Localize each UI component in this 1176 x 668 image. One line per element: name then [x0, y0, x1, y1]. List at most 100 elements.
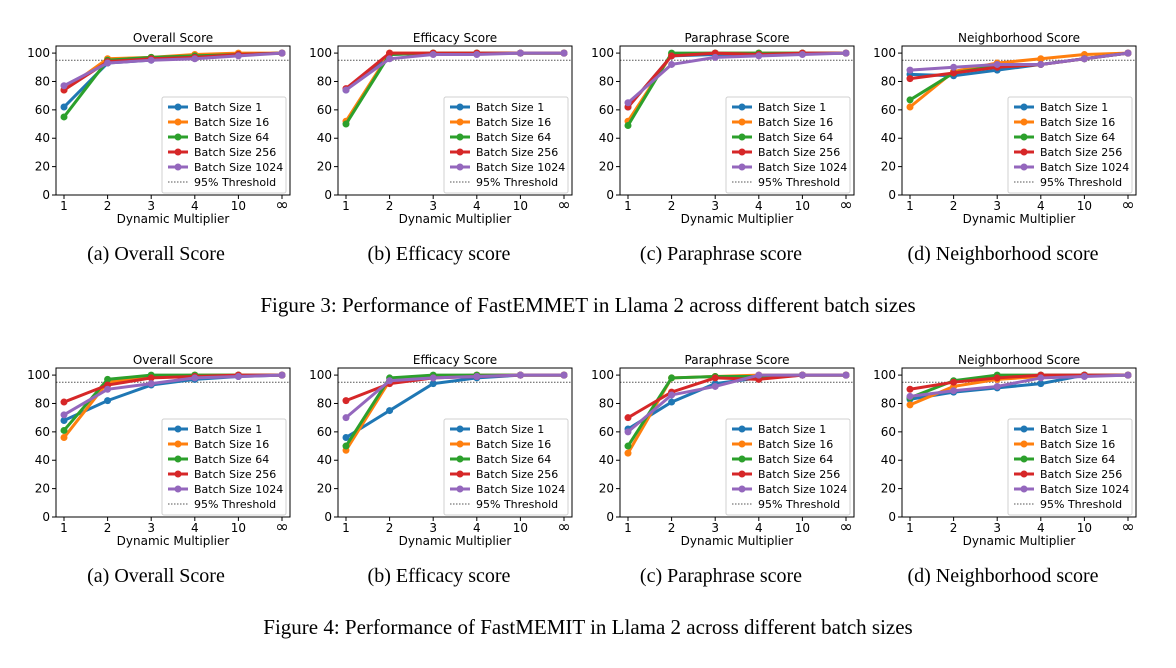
y-tick-label: 40	[599, 131, 614, 145]
legend-label: 95% Threshold	[476, 176, 558, 189]
legend-label: Batch Size 64	[1040, 453, 1115, 466]
series-line-batch-size-1024	[63, 373, 283, 417]
x-tick-label: ∞	[839, 195, 852, 214]
legend-marker	[174, 103, 182, 111]
legend-label: Batch Size 16	[194, 438, 269, 451]
data-point	[711, 374, 719, 382]
x-tick-label: 3	[711, 521, 719, 535]
y-tick-label: 100	[27, 368, 50, 382]
y-tick-label: 40	[35, 131, 50, 145]
plot-paraphrase-score: Paraphrase Score 0 20 40 60 80 100 1 2 3 4 10 ∞ Dynam…	[591, 31, 855, 226]
x-tick-label: 3	[429, 199, 437, 213]
x-tick-label: 3	[147, 199, 155, 213]
y-tick-label: 100	[591, 368, 614, 382]
x-tick-label: 10	[513, 199, 528, 213]
legend-marker	[456, 163, 464, 171]
chart-title: Overall Score	[133, 31, 213, 45]
data-point	[516, 371, 524, 379]
legend-label: Batch Size 256	[194, 468, 276, 481]
figure-caption: Figure 3: Performance of FastEMMET in Ll…	[260, 293, 916, 317]
legend-label: Batch Size 64	[476, 453, 551, 466]
legend-marker	[174, 425, 182, 433]
data-point	[950, 63, 958, 71]
y-tick-label: 80	[317, 74, 332, 88]
x-tick-label: 3	[993, 199, 1001, 213]
plot-neighborhood-score: Neighborhood Score 0 20 40 60 80 100 1 2 3 4 10 ∞ Dyn…	[873, 353, 1137, 548]
x-tick-label: ∞	[275, 517, 288, 536]
legend-marker	[174, 470, 182, 478]
data-point	[278, 371, 286, 379]
y-tick-label: 20	[599, 482, 614, 496]
y-tick-label: 40	[881, 453, 896, 467]
legend-label: Batch Size 16	[1040, 116, 1115, 129]
plot-frame	[55, 367, 291, 518]
x-tick-label: 4	[473, 199, 481, 213]
data-point	[624, 449, 632, 457]
series-line-batch-size-1024	[345, 51, 564, 92]
legend-label: Batch Size 16	[758, 438, 833, 451]
legend-marker	[174, 133, 182, 141]
legend-marker	[738, 133, 746, 141]
legend-marker	[1020, 485, 1028, 493]
data-point	[473, 373, 481, 381]
subcaption-a: (a) Overall Score	[87, 565, 225, 587]
legend-marker	[456, 118, 464, 126]
legend-label: Batch Size 1	[194, 423, 262, 436]
data-point	[342, 86, 350, 94]
series-line-batch-size-1024	[627, 373, 846, 434]
legend-box	[443, 96, 569, 194]
data-point	[1080, 55, 1088, 63]
data-point	[60, 426, 68, 434]
y-tick-label: 0	[606, 188, 614, 202]
legend-label: Batch Size 256	[758, 146, 840, 159]
data-point	[950, 387, 958, 395]
x-tick-label: 2	[668, 521, 676, 535]
y-tick-label: 60	[599, 103, 614, 117]
data-point	[473, 51, 481, 59]
figure-3-plots: Overall Score 0 20 40 60 80 100 1 2 3 4 10 ∞ Dynamic …	[0, 0, 1176, 230]
y-tick-label: 0	[42, 188, 50, 202]
data-point	[1037, 374, 1045, 382]
data-point	[906, 385, 914, 393]
y-tick-label: 0	[888, 188, 896, 202]
plot-frame	[619, 45, 855, 196]
x-tick-label: 2	[950, 521, 958, 535]
y-tick-label: 60	[881, 103, 896, 117]
series-line-batch-size-1024	[909, 373, 1129, 398]
y-tick-label: 20	[317, 160, 332, 174]
legend-label: Batch Size 1024	[758, 483, 847, 496]
y-tick-label: 20	[317, 482, 332, 496]
y-tick-label: 60	[599, 425, 614, 439]
legend-marker	[738, 455, 746, 463]
y-tick-label: 100	[591, 46, 614, 60]
data-point	[60, 398, 68, 406]
x-tick-label: 2	[668, 199, 676, 213]
legend-label: Batch Size 1	[1040, 101, 1108, 114]
subcaption-b: (b) Efficacy score	[367, 243, 511, 265]
data-point	[147, 380, 155, 388]
data-point	[798, 371, 806, 379]
plot-efficacy-score: Efficacy Score 0 20 40 60 80 100 1 2 3 4 10 ∞ Dynamic…	[309, 353, 573, 548]
data-point	[842, 49, 850, 57]
plot-frame	[901, 45, 1137, 196]
y-tick-label: 80	[599, 74, 614, 88]
legend-label: Batch Size 16	[476, 438, 551, 451]
legend-label: Batch Size 1	[758, 101, 826, 114]
data-point	[993, 382, 1001, 390]
legend-label: Batch Size 1024	[758, 161, 847, 174]
y-tick-label: 100	[873, 368, 896, 382]
legend-label: Batch Size 1	[758, 423, 826, 436]
legend-label: 95% Threshold	[758, 176, 840, 189]
y-tick-label: 80	[881, 74, 896, 88]
data-point	[104, 397, 112, 405]
legend-marker	[456, 440, 464, 448]
data-point	[624, 428, 632, 436]
x-tick-label: 4	[191, 199, 199, 213]
chart-title: Neighborhood Score	[958, 31, 1080, 45]
x-tick-label: 2	[104, 521, 112, 535]
data-point	[147, 56, 155, 64]
x-tick-label: ∞	[275, 195, 288, 214]
legend-label: Batch Size 16	[1040, 438, 1115, 451]
y-tick-label: 20	[599, 160, 614, 174]
legend-box	[161, 96, 287, 194]
